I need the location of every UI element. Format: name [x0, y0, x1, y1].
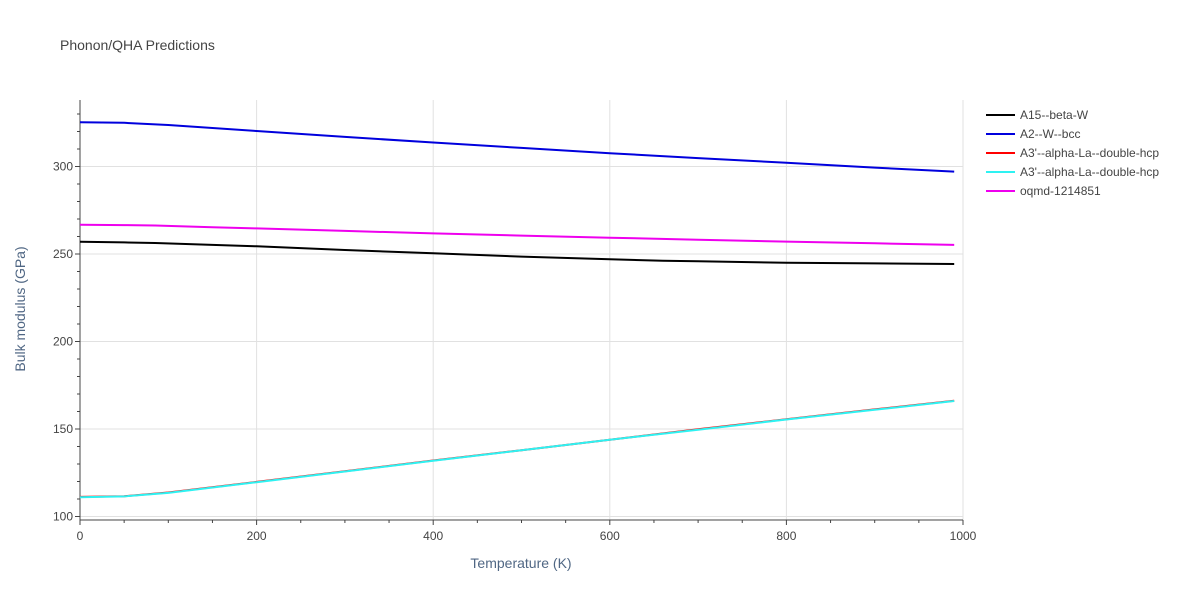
- legend-item[interactable]: A2--W--bcc: [986, 127, 1080, 141]
- y-tick-label: 200: [53, 335, 73, 349]
- legend-label: A15--beta-W: [1020, 108, 1089, 122]
- x-tick-label: 800: [776, 529, 796, 543]
- x-tick-label: 400: [423, 529, 443, 543]
- series-line-5: [79, 223, 955, 246]
- legend-item[interactable]: A3'--alpha-La--double-hcp: [986, 146, 1159, 160]
- legend-label: oqmd-1214851: [1020, 184, 1101, 198]
- legend-item[interactable]: oqmd-1214851: [986, 184, 1101, 198]
- axes: 0 200 400 600 800 1000 100 150 200 250 300: [53, 100, 977, 543]
- series-line-2: [79, 121, 955, 173]
- legend-label: A3'--alpha-La--double-hcp: [1020, 165, 1159, 179]
- y-tick-label: 250: [53, 247, 73, 261]
- series-lines: [79, 121, 955, 499]
- legend-label: A2--W--bcc: [1020, 127, 1080, 141]
- legend-item[interactable]: A3'--alpha-La--double-hcp: [986, 165, 1159, 179]
- y-axis-title: Bulk modulus (GPa): [12, 246, 28, 371]
- x-tick-label: 0: [77, 529, 84, 543]
- x-tick-label: 1000: [950, 529, 977, 543]
- y-tick-label: 150: [53, 422, 73, 436]
- y-tick-label: 300: [53, 160, 73, 174]
- legend: A15--beta-W A2--W--bcc A3'--alpha-La--doub…: [986, 108, 1159, 198]
- x-tick-label: 200: [247, 529, 267, 543]
- legend-label: A3'--alpha-La--double-hcp: [1020, 146, 1159, 160]
- chart-title: Phonon/QHA Predictions: [60, 37, 215, 53]
- grid-lines: [80, 100, 964, 520]
- x-axis-title: Temperature (K): [470, 555, 571, 571]
- x-tick-label: 600: [600, 529, 620, 543]
- series-line-4: [79, 400, 955, 499]
- series-line-1: [79, 240, 955, 265]
- legend-item[interactable]: A15--beta-W: [986, 108, 1089, 122]
- y-tick-label: 100: [53, 510, 73, 524]
